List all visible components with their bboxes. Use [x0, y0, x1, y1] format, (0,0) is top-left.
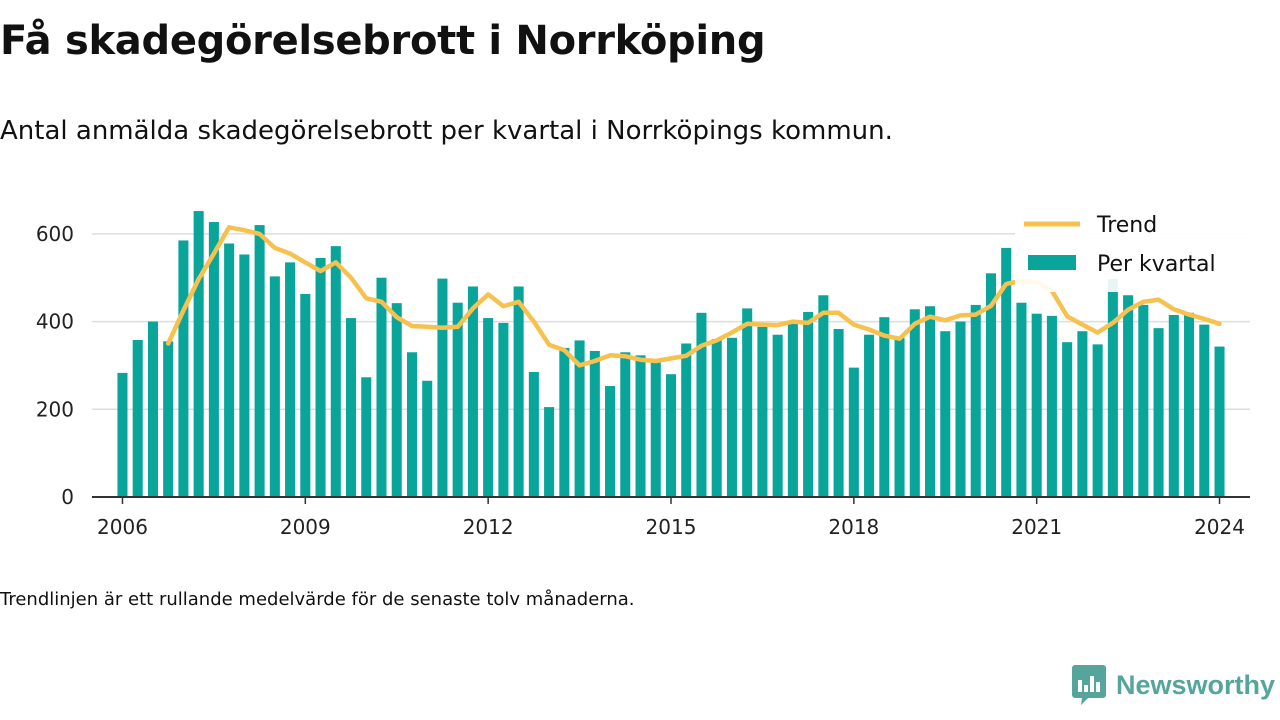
bar	[147, 321, 158, 497]
bar	[132, 339, 143, 497]
bar	[1092, 344, 1103, 497]
bar	[1107, 279, 1118, 497]
bar	[1062, 342, 1073, 497]
bar	[1138, 304, 1149, 497]
bar	[1001, 247, 1012, 497]
newsworthy-brand: Newsworthy	[1072, 664, 1275, 706]
bar	[1168, 314, 1179, 497]
bar-chart: 0 200 400 600 2006 2009 2012 2015 2018 2021 2024 Tr…	[36, 202, 1250, 539]
bar	[681, 343, 692, 497]
bar	[483, 318, 494, 497]
bar	[818, 295, 829, 497]
bar	[376, 277, 387, 497]
bar	[924, 306, 936, 497]
bar	[498, 322, 509, 497]
bar	[1077, 331, 1088, 497]
bar	[955, 321, 966, 497]
bar	[711, 339, 722, 497]
bar	[1199, 324, 1210, 497]
bar	[970, 304, 981, 497]
x-tick-label: 2009	[280, 515, 331, 539]
x-tick-label: 2006	[97, 515, 148, 539]
x-tick-label: 2024	[1194, 515, 1245, 539]
bar	[787, 321, 798, 497]
bar	[1016, 302, 1027, 497]
legend-trend-label: Trend	[1096, 213, 1157, 238]
legend-bar-swatch	[1028, 255, 1076, 270]
chart-footnote: Trendlinjen är ett rullande medelvärde f…	[0, 589, 635, 610]
y-tick-label: 0	[61, 485, 74, 509]
bar	[726, 337, 737, 497]
brand-name: Newsworthy	[1116, 669, 1276, 700]
bar	[544, 407, 555, 497]
bar	[437, 278, 448, 497]
bar	[665, 374, 677, 497]
bar	[909, 309, 920, 497]
bar	[254, 225, 265, 498]
bar	[864, 334, 875, 497]
y-tick-label: 200	[36, 397, 74, 421]
bar	[620, 352, 631, 497]
bar	[803, 311, 814, 497]
bar	[315, 257, 326, 497]
bar	[833, 329, 844, 497]
bar	[269, 276, 280, 497]
bar	[208, 222, 219, 497]
legend-box	[1015, 202, 1250, 292]
bar	[391, 303, 402, 497]
bar	[361, 377, 372, 497]
bar	[879, 317, 890, 497]
bar	[239, 254, 250, 497]
bar	[848, 367, 859, 497]
x-tick-label: 2012	[463, 515, 514, 539]
bar	[330, 246, 341, 497]
bar	[528, 372, 539, 497]
chart-title: Få skadegörelsebrott i Norrköping	[0, 18, 766, 64]
x-tick-label: 2021	[1011, 515, 1062, 539]
bar	[513, 286, 524, 497]
bar	[772, 334, 783, 497]
x-tick-label: 2015	[646, 515, 697, 539]
bar	[650, 361, 661, 497]
bar	[452, 302, 463, 497]
bar	[300, 293, 311, 497]
bar	[589, 350, 600, 497]
x-tick-label: 2018	[828, 515, 879, 539]
bar	[940, 331, 951, 497]
y-tick-label: 600	[36, 222, 74, 246]
bar	[1031, 313, 1042, 497]
bar	[422, 380, 433, 497]
bar	[406, 352, 418, 497]
newsworthy-logo-icon	[1072, 665, 1106, 705]
legend-bar-label: Per kvartal	[1097, 252, 1216, 277]
bar	[467, 286, 478, 497]
bar	[178, 240, 189, 497]
bar	[894, 337, 905, 497]
chart-subtitle: Antal anmälda skadegörelsebrott per kvar…	[0, 116, 893, 146]
bar	[1153, 328, 1164, 497]
bar	[224, 243, 235, 497]
bar	[559, 347, 570, 497]
bar	[696, 312, 707, 497]
bar	[574, 340, 585, 497]
bar	[1214, 346, 1225, 497]
y-tick-label: 400	[36, 310, 74, 334]
bar	[1123, 295, 1134, 497]
bar	[1184, 312, 1195, 497]
bar	[985, 273, 997, 497]
bar	[163, 341, 174, 497]
bar	[345, 318, 357, 497]
bar	[117, 372, 128, 497]
bar	[285, 262, 296, 497]
bar	[757, 326, 768, 497]
bar	[742, 308, 753, 497]
bar	[635, 355, 646, 497]
bar	[1046, 315, 1057, 497]
bar	[193, 211, 204, 497]
bar	[605, 386, 616, 497]
